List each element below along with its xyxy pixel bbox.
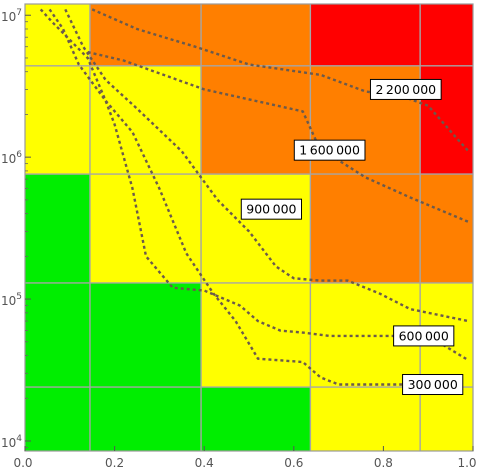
heatmap-cell (201, 282, 311, 388)
contour-line (91, 8, 470, 153)
heatmap-cell (201, 65, 311, 175)
contour-line (48, 8, 470, 362)
heatmap-cell (201, 174, 311, 284)
contour-label-box (240, 198, 303, 220)
y-tick-label: 104 (1, 434, 22, 450)
heatmap-cell (89, 174, 202, 284)
x-tick-label: 0.0 (13, 456, 32, 470)
x-tick-label: 1.0 (457, 456, 476, 470)
x-tick-label: 0.8 (374, 456, 393, 470)
contour-label-box (402, 374, 464, 396)
heatmap-cells (25, 4, 474, 452)
contour-label-text: 1 600 000 (299, 143, 360, 158)
x-tick-label: 0.2 (105, 456, 124, 470)
contour-label-box (369, 78, 442, 100)
heatmap-cell (89, 387, 202, 452)
x-axis: 0.0 0.2 0.4 0.6 0.8 1.0 (13, 446, 477, 470)
plot-frame (24, 3, 474, 452)
heatmap-cell (25, 65, 91, 175)
heatmap-cell (310, 387, 421, 452)
y-axis: 104 105 106 107 (1, 8, 31, 450)
heatmap-cell (420, 174, 474, 284)
heatmap-cell (89, 65, 202, 175)
heatmap-cell (201, 4, 311, 67)
contour-label-box (393, 325, 455, 347)
heatmap-cell (25, 174, 91, 284)
heatmap-cell (201, 387, 311, 452)
heatmap-cell (25, 4, 91, 67)
plot-border (24, 3, 474, 452)
grid-lines (25, 4, 473, 451)
heatmap-cell (25, 282, 91, 388)
heatmap-cell (89, 4, 202, 67)
heatmap-cell (310, 174, 421, 284)
contour-label-text: 900 000 (246, 202, 296, 217)
heatmap-cell (25, 387, 91, 452)
contour-labels: 300 000 600 000 900 000 1 600 000 2 200 000 (240, 78, 464, 396)
contour-label: 1 600 000 (293, 139, 366, 161)
contour-label: 300 000 (402, 374, 464, 396)
contour-label-text: 600 000 (399, 328, 449, 343)
x-tick-label: 0.4 (195, 456, 214, 470)
y-tick-label: 105 (1, 292, 22, 308)
heatmap-cell (420, 387, 474, 452)
contour-line (87, 50, 469, 224)
contour-label: 900 000 (240, 198, 303, 220)
contour-line (64, 8, 469, 323)
contour-label-text: 300 000 (408, 377, 458, 392)
contour-label-box (293, 139, 366, 161)
y-tick-label: 106 (1, 150, 22, 166)
contour-label: 600 000 (393, 325, 455, 347)
x-tick-label: 0.6 (284, 456, 303, 470)
heatmap-cell (89, 282, 202, 388)
y-tick-label: 107 (1, 8, 22, 24)
heatmap-cell (420, 4, 474, 67)
contour-label: 2 200 000 (369, 78, 442, 100)
contour-label-text: 2 200 000 (375, 82, 436, 97)
heatmap-cell (310, 4, 421, 67)
contour-lines (39, 8, 470, 386)
